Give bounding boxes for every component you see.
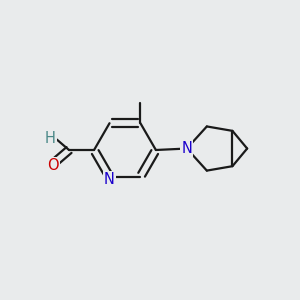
Text: N: N <box>182 141 192 156</box>
Text: H: H <box>45 131 56 146</box>
Text: N: N <box>104 172 115 187</box>
Text: O: O <box>47 158 59 173</box>
